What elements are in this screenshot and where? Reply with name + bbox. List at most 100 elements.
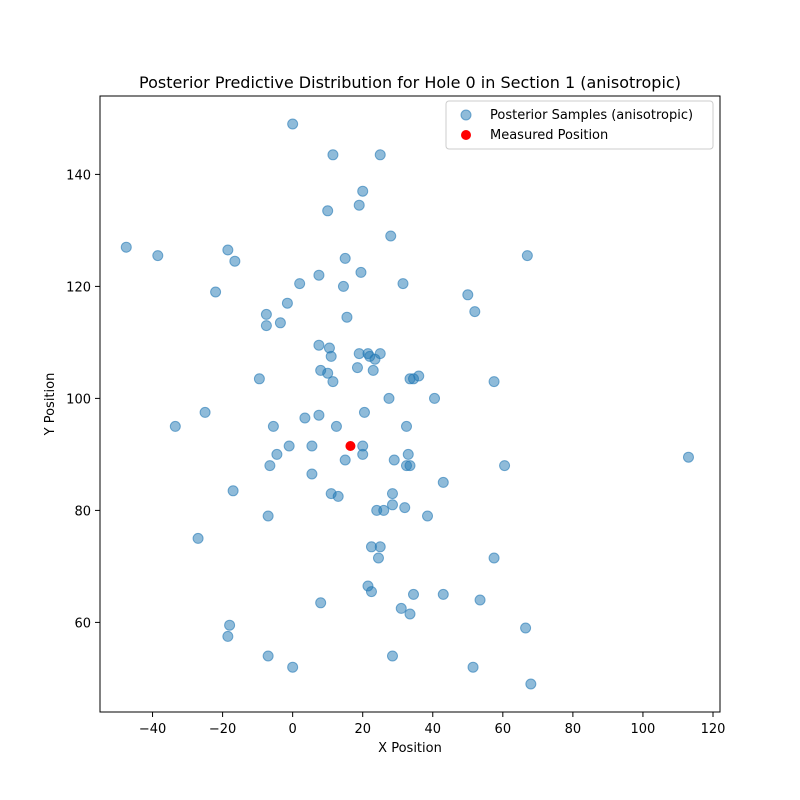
posterior-sample-point: [467, 661, 479, 673]
posterior-sample-point: [469, 306, 481, 318]
posterior-sample-point: [397, 278, 409, 290]
posterior-sample-point: [520, 622, 532, 634]
posterior-sample-point: [322, 367, 334, 379]
legend-marker-posterior-samples: [460, 109, 472, 121]
posterior-sample-point: [357, 448, 369, 460]
posterior-sample-point: [313, 269, 325, 281]
posterior-sample-point: [374, 348, 386, 360]
posterior-sample-point: [372, 552, 384, 564]
posterior-sample-point: [315, 597, 327, 609]
posterior-sample-point: [399, 502, 411, 514]
posterior-sample-point: [521, 250, 533, 262]
posterior-sample-point: [395, 602, 407, 614]
posterior-sample-point: [341, 311, 353, 323]
posterior-sample-point: [374, 149, 386, 161]
posterior-sample-point: [262, 650, 274, 662]
posterior-sample-point: [383, 392, 395, 404]
posterior-sample-point: [306, 440, 318, 452]
posterior-sample-point: [253, 373, 265, 385]
legend-label-posterior-samples: Posterior Samples (anisotropic): [490, 108, 693, 123]
chart-title: Posterior Predictive Distribution for Ho…: [139, 73, 681, 92]
posterior-sample-point: [339, 454, 351, 466]
y-tick-label: 100: [66, 392, 91, 407]
x-tick-label: −40: [139, 722, 166, 737]
posterior-sample-point: [474, 594, 486, 606]
posterior-sample-point: [365, 586, 377, 598]
posterior-sample-point: [327, 376, 339, 388]
posterior-sample-point: [287, 661, 299, 673]
posterior-sample-point: [152, 250, 164, 262]
posterior-sample-point: [462, 289, 474, 301]
posterior-sample-point: [267, 420, 279, 432]
y-tick-label: 140: [66, 168, 91, 183]
posterior-sample-point: [264, 460, 276, 472]
x-tick-label: 0: [289, 722, 297, 737]
posterior-sample-point: [337, 280, 349, 292]
posterior-sample-point: [525, 678, 537, 690]
plot-area: [120, 118, 694, 690]
x-tick-label: 100: [631, 722, 656, 737]
posterior-sample-point: [192, 532, 204, 544]
y-axis: 60 80 100 120 140: [66, 168, 100, 631]
posterior-sample-point: [287, 118, 299, 130]
posterior-sample-point: [499, 460, 511, 472]
posterior-sample-point: [210, 286, 222, 298]
posterior-sample-point: [358, 406, 370, 418]
y-axis-label: Y Position: [43, 373, 58, 437]
posterior-sample-point: [332, 490, 344, 502]
posterior-sample-point: [367, 364, 379, 376]
posterior-sample-point: [274, 317, 286, 329]
posterior-sample-point: [488, 552, 500, 564]
posterior-sample-point: [322, 205, 334, 217]
y-tick-label: 80: [74, 504, 91, 519]
x-tick-label: 60: [495, 722, 512, 737]
posterior-sample-point: [408, 588, 420, 600]
posterior-sample-point: [682, 451, 694, 463]
posterior-sample-point: [355, 266, 367, 278]
posterior-sample-point: [260, 308, 272, 320]
posterior-sample-point: [222, 630, 234, 642]
posterior-sample-point: [402, 448, 414, 460]
posterior-sample-point: [224, 619, 236, 631]
posterior-sample-point: [313, 409, 325, 421]
posterior-sample-point: [357, 185, 369, 197]
posterior-sample-point: [404, 460, 416, 472]
posterior-sample-point: [437, 476, 449, 488]
posterior-sample-point: [385, 230, 397, 242]
posterior-sample-point: [120, 241, 132, 253]
y-tick-label: 120: [66, 280, 91, 295]
x-axis-label: X Position: [378, 741, 442, 756]
posterior-sample-point: [386, 488, 398, 500]
posterior-sample-point: [227, 485, 239, 497]
posterior-sample-point: [400, 420, 412, 432]
legend-box: [445, 100, 714, 150]
posterior-sample-point: [271, 448, 283, 460]
posterior-sample-point: [260, 320, 272, 332]
x-tick-label: 120: [701, 722, 726, 737]
x-tick-label: 20: [354, 722, 371, 737]
y-tick-label: 60: [74, 616, 91, 631]
measured-position-point: [345, 441, 356, 451]
posterior-sample-point: [222, 244, 234, 256]
posterior-sample-point: [388, 454, 400, 466]
x-tick-label: 40: [424, 722, 441, 737]
legend: Posterior Samples (anisotropic) Measured…: [445, 100, 714, 150]
x-tick-label: −20: [209, 722, 236, 737]
posterior-sample-point: [386, 650, 398, 662]
posterior-sample-point: [229, 255, 241, 267]
x-axis: −40 −20 0 20 40 60 80 100 120: [139, 712, 726, 737]
posterior-sample-point: [422, 510, 434, 522]
axes-frame: [99, 95, 721, 713]
posterior-sample-point: [429, 392, 441, 404]
posterior-sample-point: [353, 199, 365, 211]
legend-marker-measured-position: [461, 130, 471, 140]
posterior-sample-point: [413, 370, 425, 382]
posterior-sample-point: [378, 504, 390, 516]
posterior-sample-point: [199, 406, 211, 418]
posterior-sample-point: [488, 376, 500, 388]
posterior-sample-point: [351, 362, 363, 374]
posterior-sample-point: [437, 588, 449, 600]
posterior-sample-point: [339, 252, 351, 264]
posterior-sample-point: [262, 510, 274, 522]
